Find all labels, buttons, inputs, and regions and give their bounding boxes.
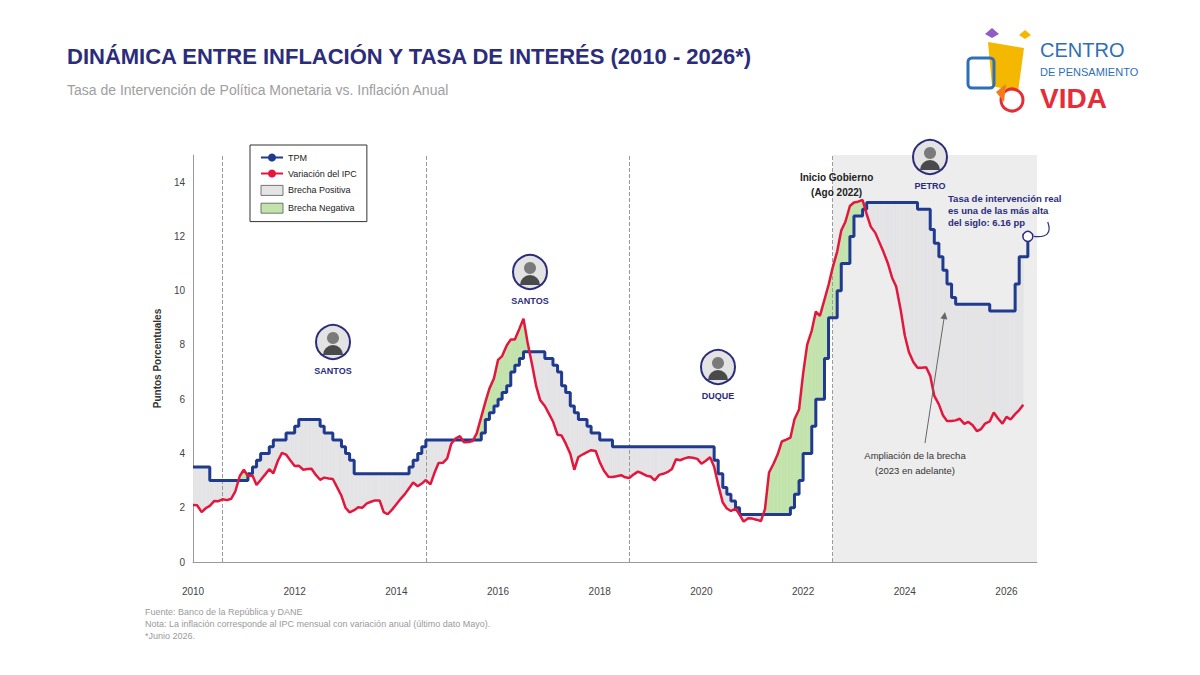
svg-text:4: 4 [179,448,185,459]
svg-text:10: 10 [174,285,186,296]
svg-text:2: 2 [179,502,185,513]
svg-text:2012: 2012 [284,586,307,597]
svg-text:(Ago 2022): (Ago 2022) [811,187,862,198]
svg-text:2010: 2010 [182,586,205,597]
svg-text:12: 12 [174,231,186,242]
svg-text:2020: 2020 [690,586,713,597]
svg-text:*Junio 2026.: *Junio 2026. [145,631,195,641]
svg-text:2024: 2024 [894,586,917,597]
svg-text:PETRO: PETRO [914,181,945,191]
svg-text:Nota: La inflación corresponde: Nota: La inflación corresponde al IPC me… [145,619,490,629]
svg-text:Variación del IPC: Variación del IPC [288,169,357,179]
svg-text:2016: 2016 [487,586,510,597]
svg-text:Inicio Gobierno: Inicio Gobierno [800,172,873,183]
svg-text:2014: 2014 [385,586,408,597]
svg-text:8: 8 [179,339,185,350]
svg-text:2026: 2026 [995,586,1018,597]
svg-text:es una de las más alta: es una de las más alta [948,205,1049,216]
svg-text:SANTOS: SANTOS [511,296,548,306]
svg-text:TPM: TPM [288,153,307,163]
svg-text:SANTOS: SANTOS [314,366,351,376]
svg-text:Tasa de intervención real: Tasa de intervención real [948,193,1061,204]
svg-text:VIDA: VIDA [1040,83,1107,114]
svg-text:Brecha Positiva: Brecha Positiva [288,185,351,195]
svg-text:Tasa de Intervención de Políti: Tasa de Intervención de Política Monetar… [67,82,448,98]
svg-text:DE PENSAMIENTO: DE PENSAMIENTO [1040,66,1139,78]
svg-text:CENTRO: CENTRO [1040,39,1124,61]
svg-text:DUQUE: DUQUE [702,391,735,401]
svg-text:(2023 en adelante): (2023 en adelante) [875,465,955,476]
svg-text:Puntos Porcentuales: Puntos Porcentuales [152,308,163,408]
svg-text:0: 0 [179,557,185,568]
svg-text:2018: 2018 [589,586,612,597]
svg-text:Brecha Negativa: Brecha Negativa [288,203,355,213]
svg-text:6: 6 [179,394,185,405]
svg-text:DINÁMICA ENTRE INFLACIÓN Y TAS: DINÁMICA ENTRE INFLACIÓN Y TASA DE INTER… [67,44,751,69]
svg-text:2022: 2022 [792,586,815,597]
svg-text:Ampliación de la brecha: Ampliación de la brecha [864,450,966,461]
svg-text:14: 14 [174,177,186,188]
svg-text:Fuente: Banco de la República: Fuente: Banco de la República y DANE [145,607,303,617]
svg-text:del siglo: 6.16 pp: del siglo: 6.16 pp [948,217,1025,228]
